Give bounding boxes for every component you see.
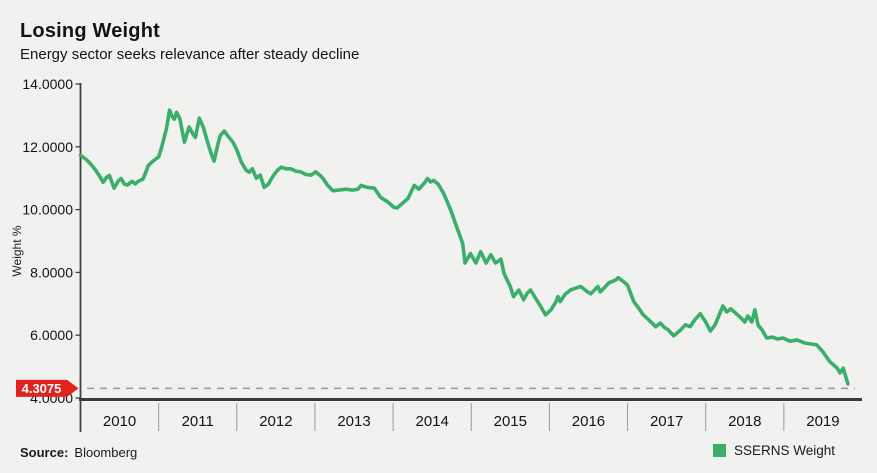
y-tick-label: 14.0000 — [22, 76, 73, 92]
weight-line — [78, 108, 850, 386]
x-tick-label: 2010 — [103, 413, 136, 430]
legend: SSERNS Weight — [712, 443, 835, 458]
y-tick-label: 8.0000 — [30, 264, 73, 280]
page-subtitle: Energy sector seeks relevance after stea… — [20, 46, 360, 63]
source-label: Source: — [20, 445, 69, 460]
y-tick-label: 12.0000 — [22, 139, 73, 155]
last-value-badge — [16, 379, 67, 397]
x-tick-label: 2016 — [572, 413, 605, 430]
source-note: Source: Bloomberg — [20, 445, 137, 460]
x-tick-label: 2012 — [259, 413, 292, 430]
x-tick-label: 2018 — [728, 413, 761, 430]
y-tick-label: 6.0000 — [30, 327, 73, 343]
x-tick-label: 2013 — [337, 413, 370, 430]
x-tick-label: 2017 — [650, 413, 683, 430]
x-tick-label: 2011 — [182, 413, 214, 430]
page-title: Losing Weight — [20, 20, 160, 42]
x-tick-label: 2014 — [415, 413, 448, 430]
last-value-label: 4.3075 — [22, 381, 62, 396]
y-tick-label: 10.0000 — [22, 202, 73, 218]
source-value: Bloomberg — [74, 445, 138, 460]
x-tick-label: 2015 — [494, 413, 527, 430]
last-value-badge-arrow — [67, 379, 79, 397]
x-tick-label: 2019 — [806, 413, 839, 430]
legend-swatch — [712, 444, 726, 457]
legend-label: SSERNS Weight — [733, 443, 835, 458]
